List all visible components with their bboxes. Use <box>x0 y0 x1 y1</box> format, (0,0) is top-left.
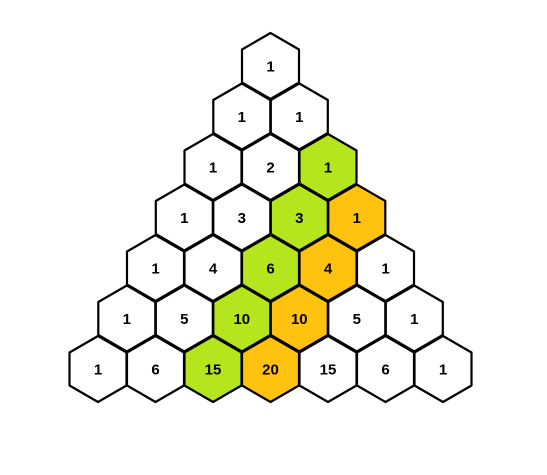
hex-value: 2 <box>266 160 274 177</box>
hex-value: 1 <box>238 109 246 126</box>
hex-value: 1 <box>123 311 131 328</box>
hex-value: 1 <box>324 160 332 177</box>
hex-value: 1 <box>353 210 361 227</box>
hex-value: 15 <box>320 362 337 379</box>
hex-value: 1 <box>439 362 447 379</box>
hex-value: 1 <box>94 362 102 379</box>
hex-value: 1 <box>151 261 159 278</box>
hex-value: 1 <box>295 109 303 126</box>
hex-value: 4 <box>324 261 333 278</box>
hex-value: 3 <box>238 210 246 227</box>
hex-value: 5 <box>180 311 188 328</box>
hex-value: 4 <box>209 261 218 278</box>
hex-cell-r6-c4: 15 <box>298 334 358 404</box>
hex-value: 6 <box>266 261 274 278</box>
hex-value: 1 <box>209 160 217 177</box>
hex-cell-r5-c2: 10 <box>212 284 272 353</box>
hexagon <box>413 334 473 404</box>
hex-value: 1 <box>180 210 188 227</box>
hex-value: 20 <box>262 362 279 379</box>
hex-value: 3 <box>295 210 303 227</box>
hex-value: 5 <box>353 311 361 328</box>
hex-value: 1 <box>381 261 389 278</box>
hex-value: 1 <box>266 59 274 76</box>
hex-cell-r6-c6: 1 <box>413 334 473 404</box>
hex-value: 6 <box>381 362 389 379</box>
hex-value: 6 <box>151 362 159 379</box>
hex-value: 15 <box>205 362 222 379</box>
hex-value: 1 <box>410 311 418 328</box>
hex-value: 10 <box>233 311 250 328</box>
hex-value: 10 <box>291 311 308 328</box>
